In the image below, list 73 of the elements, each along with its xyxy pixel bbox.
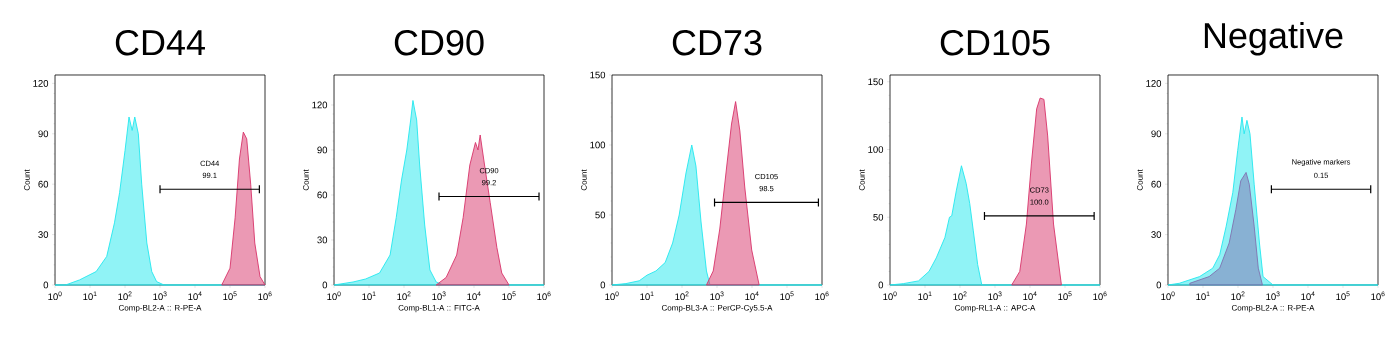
y-tick-label: 90 [317,146,328,154]
y-axis-title: Count [581,169,587,191]
x-axis-title: Comp-BL1-A :: FITC-A [398,304,480,313]
x-tick-label: 10$^{3}$ [710,291,724,301]
x-tick-label: 10$^{6}$ [1093,291,1107,301]
x-tick-label: 10$^{1}$ [918,291,932,301]
x-tick-label: 10$^{2}$ [118,291,132,301]
y-tick-label: 120 [33,80,49,87]
y-tick-label: 60 [317,191,328,199]
x-tick-label: 10$^{3}$ [988,291,1002,301]
x-tick-label: 10$^{5}$ [223,291,237,301]
y-tick-label: 150 [590,71,606,79]
x-tick-label: 10$^{0}$ [327,291,341,301]
y-tick-label: 30 [38,231,49,238]
x-tick-label: 10$^{0}$ [48,291,62,301]
x-tick-label: 10$^{5}$ [1336,291,1350,301]
y-tick-label: 0 [878,281,884,289]
x-axis-title: Comp-BL3-A :: PerCP-Cy5.5-A [661,304,773,313]
y-axis-title: Count [24,169,30,191]
x-tick-label: 10$^{4}$ [1023,291,1037,301]
x-tick-label: 10$^{1}$ [83,291,97,301]
x-tick-label: 10$^{5}$ [502,291,516,301]
x-axis-title: Comp-BL2-A :: R-PE-A [118,304,202,313]
y-tick-label: 150 [868,78,884,86]
x-axis-title: Comp-BL2-A :: R-PE-A [1231,304,1315,313]
chart-title: CD90 [394,29,484,56]
y-tick-label: 30 [317,236,328,244]
y-tick-label: 60 [1151,180,1162,188]
y-tick-label: 0 [1156,281,1162,289]
x-tick-label: 10$^{0}$ [883,291,897,301]
x-tick-label: 10$^{6}$ [537,291,551,301]
x-tick-label: 10$^{1}$ [362,291,376,301]
x-tick-label: 10$^{6}$ [815,291,829,301]
y-tick-label: 120 [1146,80,1162,87]
x-tick-label: 10$^{0}$ [1161,291,1175,301]
x-tick-label: 10$^{2}$ [397,291,411,301]
x-tick-label: 10$^{1}$ [1196,291,1210,301]
x-tick-label: 10$^{3}$ [1266,291,1280,301]
y-axis-title: Count [303,169,309,191]
x-tick-label: 10$^{1}$ [640,291,654,301]
x-tick-label: 10$^{4}$ [1301,291,1315,301]
y-tick-label: 90 [38,130,49,138]
y-tick-label: 50 [873,213,884,221]
y-tick-label: 50 [595,211,606,219]
y-tick-label: 90 [1151,130,1162,138]
chart-title: CD44 [115,29,205,56]
y-tick-label: 0 [43,281,49,289]
x-tick-label: 10$^{4}$ [745,291,759,301]
y-axis-title: Count [1137,169,1143,191]
x-tick-label: 10$^{4}$ [188,291,202,301]
x-tick-label: 10$^{3}$ [432,291,446,301]
y-tick-label: 100 [590,141,606,149]
x-tick-label: 10$^{4}$ [467,291,481,301]
x-tick-label: 10$^{2}$ [1231,291,1245,301]
chart-title: Negative [1204,21,1343,56]
x-tick-label: 10$^{0}$ [605,291,619,301]
chart-title: CD73 [672,29,762,56]
x-tick-label: 10$^{5}$ [780,291,794,301]
y-tick-label: 30 [1151,231,1162,238]
y-tick-label: 0 [322,281,328,289]
y-tick-label: 0 [600,281,606,289]
x-tick-label: 10$^{2}$ [953,291,967,301]
y-tick-label: 60 [38,180,49,188]
x-tick-label: 10$^{6}$ [1371,291,1385,301]
x-tick-label: 10$^{3}$ [153,291,167,301]
y-axis-title: Count [859,169,865,191]
y-tick-label: 100 [868,146,884,153]
x-tick-label: 10$^{5}$ [1058,291,1072,301]
x-axis-title: Comp-RL1-A :: APC-A [955,304,1036,313]
chart-title: CD105 [940,29,1050,56]
y-tick-label: 120 [312,101,328,109]
x-tick-label: 10$^{2}$ [675,291,689,301]
x-tick-label: 10$^{6}$ [258,291,272,301]
